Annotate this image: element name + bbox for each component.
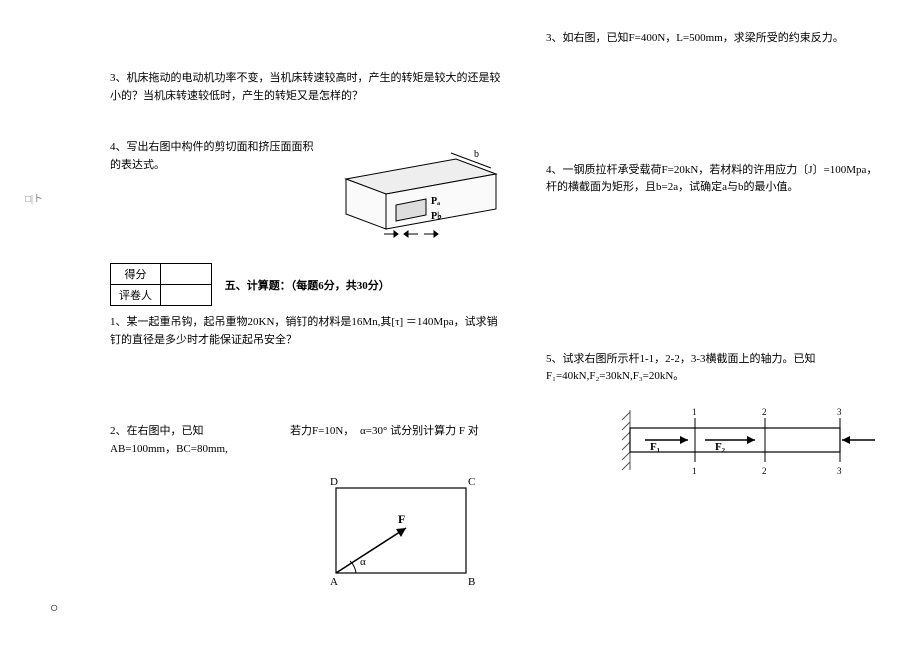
sec3-bot: 3	[837, 466, 842, 476]
margin-mark: □|ト	[25, 190, 43, 205]
label-D: D	[330, 476, 338, 488]
q2-text-b: 若力F=10N，	[290, 425, 354, 437]
score-cell	[161, 264, 212, 285]
reviewer-cell	[161, 285, 212, 306]
label-F1: F₁	[650, 441, 660, 453]
label-b: b	[474, 149, 479, 160]
score-table: 得分 评卷人	[110, 263, 212, 306]
sec3-top: 3	[837, 407, 842, 417]
q2-text-c: α=30° 试分别计算力 F 对	[360, 425, 479, 437]
rectangle-figure-wrap: D C A B F α	[110, 473, 506, 593]
label-B: B	[468, 576, 475, 588]
label-F: F	[398, 512, 405, 526]
q4-text: 4、写出右图中构件的剪切面和挤压面面积的表达式。	[110, 139, 326, 174]
section-header-row: 得分 评卷人 五、计算题：（每题6分，共30分）	[110, 263, 506, 306]
sec2-top: 2	[762, 407, 767, 417]
question-beam-reaction: 3、如右图，已知F=400N，L=500mm，求梁所受的约束反力。	[546, 30, 880, 48]
sec1-bot: 1	[692, 466, 697, 476]
label-A: A	[330, 576, 338, 588]
isometric-block-figure: b Pₐ P♭	[326, 139, 506, 239]
label-pa: Pₐ	[431, 196, 440, 207]
binding-margin: □|ト	[25, 0, 45, 667]
left-column: □|ト 3、机床拖动的电动机功率不变，当机床转速较高时，产生的转矩是较大的还是较…	[0, 0, 516, 667]
section-title: 五、计算题：（每题6分，共30分）	[225, 277, 390, 293]
punch-circle-icon: ○	[50, 601, 58, 617]
bar-sections-figure: 1 2 3 1 2 3 F₁ F₂	[620, 400, 880, 490]
question-hook-pin: 1、某一起重吊钩，起吊重物20KN，销钉的材料是16Mn,其[τ] ＝140Mp…	[110, 314, 506, 349]
q2-text-a: 2、在右图中，已知 AB=100mm，BC=80mm,	[110, 425, 228, 455]
reviewer-label: 评卷人	[111, 285, 161, 306]
question-axial-force: 5、试求右图所示杆1-1，2-2，3-3横截面上的轴力。已知F₁=40kN,F₂…	[546, 351, 880, 386]
label-C: C	[468, 476, 475, 488]
rectangle-ABCD-figure: D C A B F α	[316, 473, 486, 593]
label-alpha: α	[360, 556, 366, 568]
score-label: 得分	[111, 264, 161, 285]
question-shear-area: 4、写出右图中构件的剪切面和挤压面面积的表达式。 b Pₐ P♭	[110, 139, 506, 239]
bar-sections-figure-wrap: 1 2 3 1 2 3 F₁ F₂	[546, 400, 880, 490]
label-pb: P♭	[431, 211, 442, 222]
right-column: 3、如右图，已知F=400N，L=500mm，求梁所受的约束反力。 4、一钢质拉…	[516, 0, 920, 667]
sec2-bot: 2	[762, 466, 767, 476]
question-motor-torque: 3、机床拖动的电动机功率不变，当机床转速较高时，产生的转矩是较大的还是较小的？当…	[110, 70, 506, 105]
label-F2: F₂	[715, 441, 726, 453]
sec1-top: 1	[692, 407, 697, 417]
question-moment-F: 2、在右图中，已知 AB=100mm，BC=80mm, 若力F=10N， α=3…	[110, 423, 506, 458]
question-tension-bar: 4、一钢质拉杆承受载荷F=20kN，若材料的许用应力〔J〕=100Mpa，杆的横…	[546, 162, 880, 197]
